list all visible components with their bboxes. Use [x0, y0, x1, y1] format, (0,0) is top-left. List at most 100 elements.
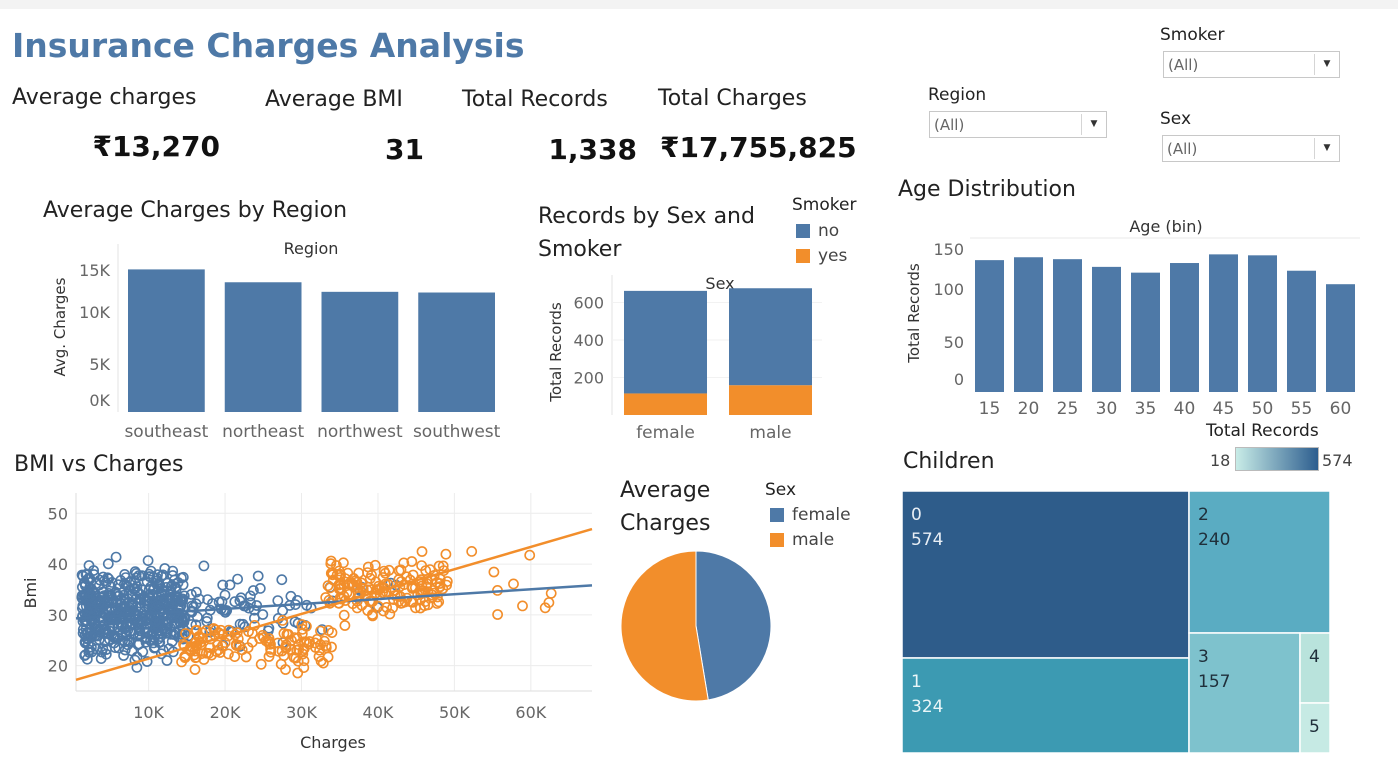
pie-chart-title: Average Charges: [620, 478, 711, 536]
y-tick-label: 40: [48, 555, 68, 574]
x-tick-label: 50K: [439, 703, 470, 722]
region-bar-northeast: [224, 282, 302, 412]
y-tick-label: 50: [48, 504, 68, 523]
treemap-legend-min: 18: [1210, 451, 1231, 470]
treemap-cell-label: 5: [1309, 717, 1320, 737]
scatter-point: [153, 637, 165, 648]
treemap-cell-label: 0: [911, 505, 922, 525]
x-tick-label: 40: [1174, 399, 1196, 419]
scatter-point: [335, 582, 347, 594]
y-tick-label: 400: [573, 331, 604, 350]
age-bar-60: [1326, 284, 1355, 392]
scatter-point: [160, 623, 172, 635]
x-tick-label: 15: [979, 399, 1001, 419]
sex-legend-female[interactable]: female: [770, 505, 851, 525]
scatter-point: [88, 565, 99, 576]
scatter-point: [79, 609, 91, 620]
scatter-chart-title: BMI vs Charges: [14, 452, 184, 477]
scatter-point: [337, 557, 349, 569]
legend-swatch: [796, 249, 810, 263]
x-tick-label: 40K: [363, 703, 394, 722]
y-tick-label: 15K: [79, 261, 110, 280]
scatter-point: [545, 587, 557, 599]
treemap-cell-label: 4: [1309, 647, 1320, 667]
scatter-point: [170, 581, 181, 593]
age-bar-45: [1209, 254, 1238, 392]
scatter-point: [177, 571, 189, 583]
scatter-point: [100, 648, 112, 660]
region-filter-dropdown[interactable]: (All) ▼: [929, 111, 1107, 138]
scatter-point: [98, 619, 110, 630]
x-tick-label: 30K: [286, 703, 317, 722]
scatter-point: [257, 629, 268, 641]
scatter-point: [338, 609, 350, 621]
kpi-total-records-label: Total Records: [462, 87, 608, 112]
x-tick-label: female: [636, 423, 695, 443]
legend-label: male: [792, 530, 835, 550]
scatter-point: [213, 596, 225, 608]
x-tick-label: northeast: [222, 422, 304, 442]
legend-label: female: [792, 505, 851, 525]
sex-filter-dropdown[interactable]: (All) ▼: [1162, 135, 1340, 162]
age-bar-25: [1053, 259, 1082, 392]
scatter-point: [77, 570, 89, 582]
scatter-point: [198, 560, 210, 572]
smoker-legend-yes[interactable]: yes: [796, 246, 847, 266]
bar-male-yes: [729, 385, 812, 415]
scatter-point: [416, 546, 428, 557]
age-bar-40: [1170, 263, 1199, 392]
legend-label: yes: [818, 246, 848, 266]
y-tick-label: 20: [48, 657, 68, 676]
scatter-point: [384, 608, 396, 620]
scatter-point: [339, 620, 351, 631]
scatter-point: [366, 569, 377, 581]
scatter-point: [395, 576, 407, 587]
sex-charges-pie: [620, 550, 772, 702]
smoker-filter-label: Smoker: [1160, 25, 1225, 45]
scatter-point: [492, 609, 503, 620]
scatter-point: [200, 647, 212, 659]
scatter-point: [81, 593, 93, 605]
scatter-point: [265, 638, 276, 650]
y-tick-label: 5K: [89, 355, 110, 374]
scatter-point: [325, 558, 337, 570]
scatter-point: [222, 648, 234, 660]
scatter-point: [488, 566, 500, 578]
scatter-point: [323, 624, 334, 636]
scatter-point: [263, 651, 275, 662]
scatter-point: [85, 610, 97, 622]
scatter-point: [289, 616, 301, 628]
scatter-point: [255, 658, 267, 670]
scatter-point: [112, 608, 123, 620]
scatter-point: [212, 639, 223, 651]
legend-swatch: [770, 508, 784, 522]
scatter-point: [93, 597, 105, 609]
bar-male-no: [729, 288, 812, 386]
smoker-filter-dropdown[interactable]: (All) ▼: [1163, 51, 1340, 78]
scatter-point: [155, 625, 166, 636]
treemap-legend-title: Total Records: [1206, 421, 1319, 441]
scatter-point: [91, 643, 102, 655]
scatter-point: [367, 610, 378, 622]
scatter-point: [240, 651, 252, 663]
scatter-point: [176, 656, 187, 668]
scatter-point: [254, 583, 266, 594]
treemap-color-scale: [1235, 447, 1319, 471]
scatter-point: [189, 664, 201, 675]
scatter-point: [119, 636, 131, 648]
scatter-point: [122, 634, 133, 646]
scatter-point: [331, 569, 343, 581]
age-bar-30: [1092, 266, 1121, 392]
scatter-point: [118, 650, 129, 661]
region-bar-northwest: [321, 291, 399, 412]
smoker-legend-no[interactable]: no: [796, 221, 839, 241]
scatter-point: [232, 573, 243, 585]
scatter-point: [167, 565, 179, 577]
age-header: Age (bin): [1129, 217, 1202, 236]
sex-legend-male[interactable]: male: [770, 530, 834, 550]
x-tick-label: 10K: [133, 703, 164, 722]
children-treemap: 0 574 1 324 2 240 3 157 4 5: [902, 491, 1331, 754]
sex-header: Sex: [705, 274, 734, 293]
scatter-point: [440, 548, 452, 560]
scatter-point: [83, 585, 95, 597]
